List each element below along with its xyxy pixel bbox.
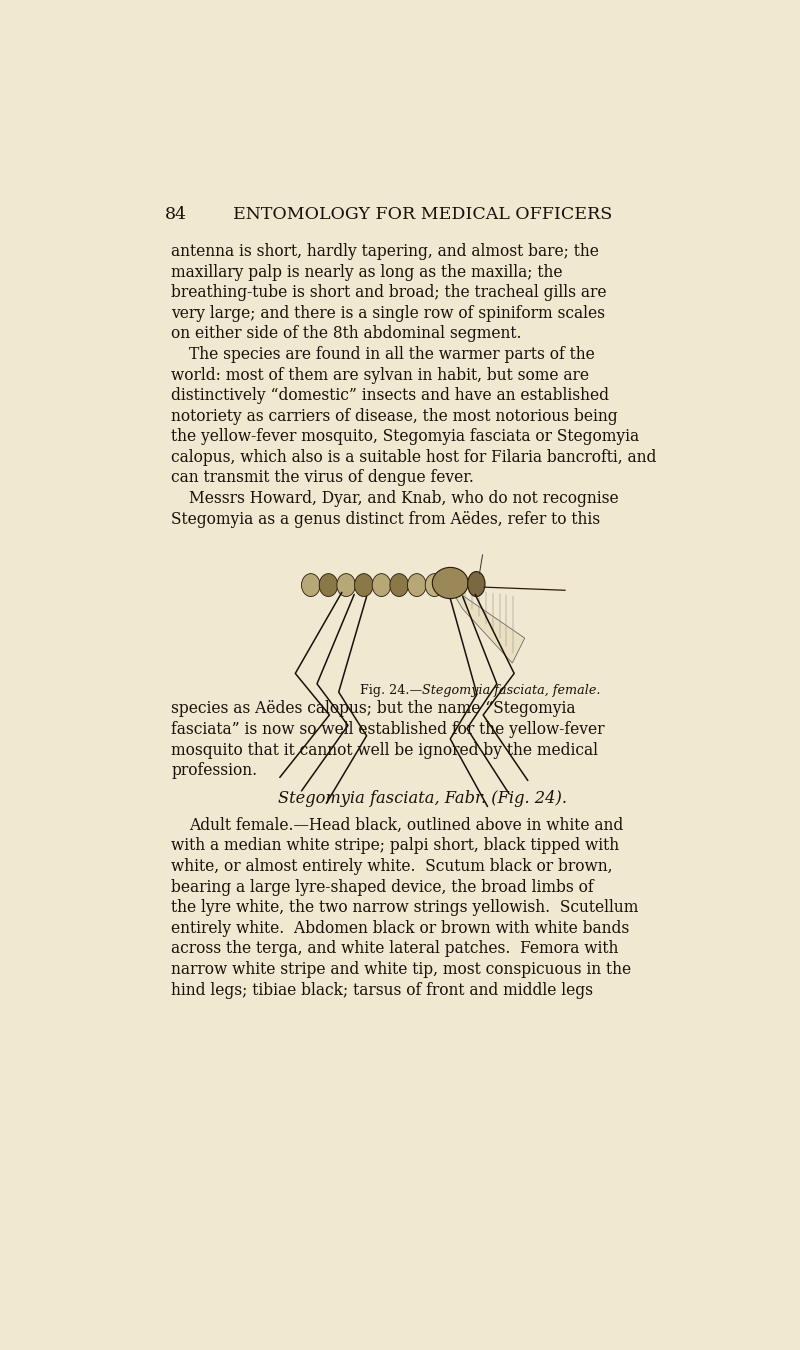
- Text: maxillary palp is nearly as long as the maxilla; the: maxillary palp is nearly as long as the …: [171, 263, 562, 281]
- Text: The species are found in all the warmer parts of the: The species are found in all the warmer …: [189, 346, 594, 363]
- Ellipse shape: [337, 574, 355, 597]
- Text: notoriety as carriers of disease, the most notorious being: notoriety as carriers of disease, the mo…: [171, 408, 618, 425]
- Text: Stegomyia as a genus distinct from Aëdes, refer to this: Stegomyia as a genus distinct from Aëdes…: [171, 510, 601, 528]
- Text: on either side of the 8th abdominal segment.: on either side of the 8th abdominal segm…: [171, 325, 522, 343]
- Polygon shape: [454, 589, 525, 663]
- Ellipse shape: [468, 571, 485, 597]
- Text: ENTOMOLOGY FOR MEDICAL OFFICERS: ENTOMOLOGY FOR MEDICAL OFFICERS: [233, 205, 612, 223]
- Text: mosquito that it cannot well be ignored by the medical: mosquito that it cannot well be ignored …: [171, 741, 598, 759]
- Ellipse shape: [407, 574, 426, 597]
- Text: white, or almost entirely white.  Scutum black or brown,: white, or almost entirely white. Scutum …: [171, 859, 613, 875]
- Text: Messrs Howard, Dyar, and Knab, who do not recognise: Messrs Howard, Dyar, and Knab, who do no…: [189, 490, 618, 508]
- Text: species as Aëdes calopus; but the name “Stegomyia: species as Aëdes calopus; but the name “…: [171, 701, 576, 717]
- Text: distinctively “domestic” insects and have an established: distinctively “domestic” insects and hav…: [171, 387, 610, 404]
- Text: narrow white stripe and white tip, most conspicuous in the: narrow white stripe and white tip, most …: [171, 961, 631, 977]
- Text: very large; and there is a single row of spiniform scales: very large; and there is a single row of…: [171, 305, 606, 321]
- Text: bearing a large lyre-shaped device, the broad limbs of: bearing a large lyre-shaped device, the …: [171, 879, 594, 895]
- Ellipse shape: [302, 574, 320, 597]
- Text: can transmit the virus of dengue fever.: can transmit the virus of dengue fever.: [171, 470, 474, 486]
- Text: Fig. 24.—: Fig. 24.—: [360, 684, 422, 697]
- Text: breathing-tube is short and broad; the tracheal gills are: breathing-tube is short and broad; the t…: [171, 285, 606, 301]
- Text: entirely white.  Abdomen black or brown with white bands: entirely white. Abdomen black or brown w…: [171, 919, 630, 937]
- Text: profession.: profession.: [171, 763, 258, 779]
- Text: world: most of them are sylvan in habit, but some are: world: most of them are sylvan in habit,…: [171, 367, 590, 383]
- Ellipse shape: [390, 574, 409, 597]
- Text: antenna is short, hardly tapering, and almost bare; the: antenna is short, hardly tapering, and a…: [171, 243, 599, 261]
- Ellipse shape: [432, 567, 468, 598]
- Text: across the terga, and white lateral patches.  Femora with: across the terga, and white lateral patc…: [171, 941, 618, 957]
- Ellipse shape: [354, 574, 373, 597]
- Text: Adult female.—Head black, outlined above in white and: Adult female.—Head black, outlined above…: [189, 817, 623, 834]
- Text: fasciata” is now so well established for the yellow-fever: fasciata” is now so well established for…: [171, 721, 605, 738]
- Text: Stegomyia fasciata, female.: Stegomyia fasciata, female.: [422, 684, 601, 697]
- Text: Stegomyia fasciata, Fabr. (Fig. 24).: Stegomyia fasciata, Fabr. (Fig. 24).: [278, 790, 567, 807]
- Text: hind legs; tibiae black; tarsus of front and middle legs: hind legs; tibiae black; tarsus of front…: [171, 981, 594, 999]
- Ellipse shape: [372, 574, 390, 597]
- Ellipse shape: [319, 574, 338, 597]
- Ellipse shape: [425, 574, 444, 597]
- Text: with a median white stripe; palpi short, black tipped with: with a median white stripe; palpi short,…: [171, 837, 619, 855]
- Text: 84: 84: [165, 205, 187, 223]
- Text: the lyre white, the two narrow strings yellowish.  Scutellum: the lyre white, the two narrow strings y…: [171, 899, 638, 917]
- Text: calopus, which also is a suitable host for Filaria bancrofti, and: calopus, which also is a suitable host f…: [171, 450, 657, 466]
- Text: the yellow-fever mosquito, Stegomyia fasciata or Stegomyia: the yellow-fever mosquito, Stegomyia fas…: [171, 428, 639, 446]
